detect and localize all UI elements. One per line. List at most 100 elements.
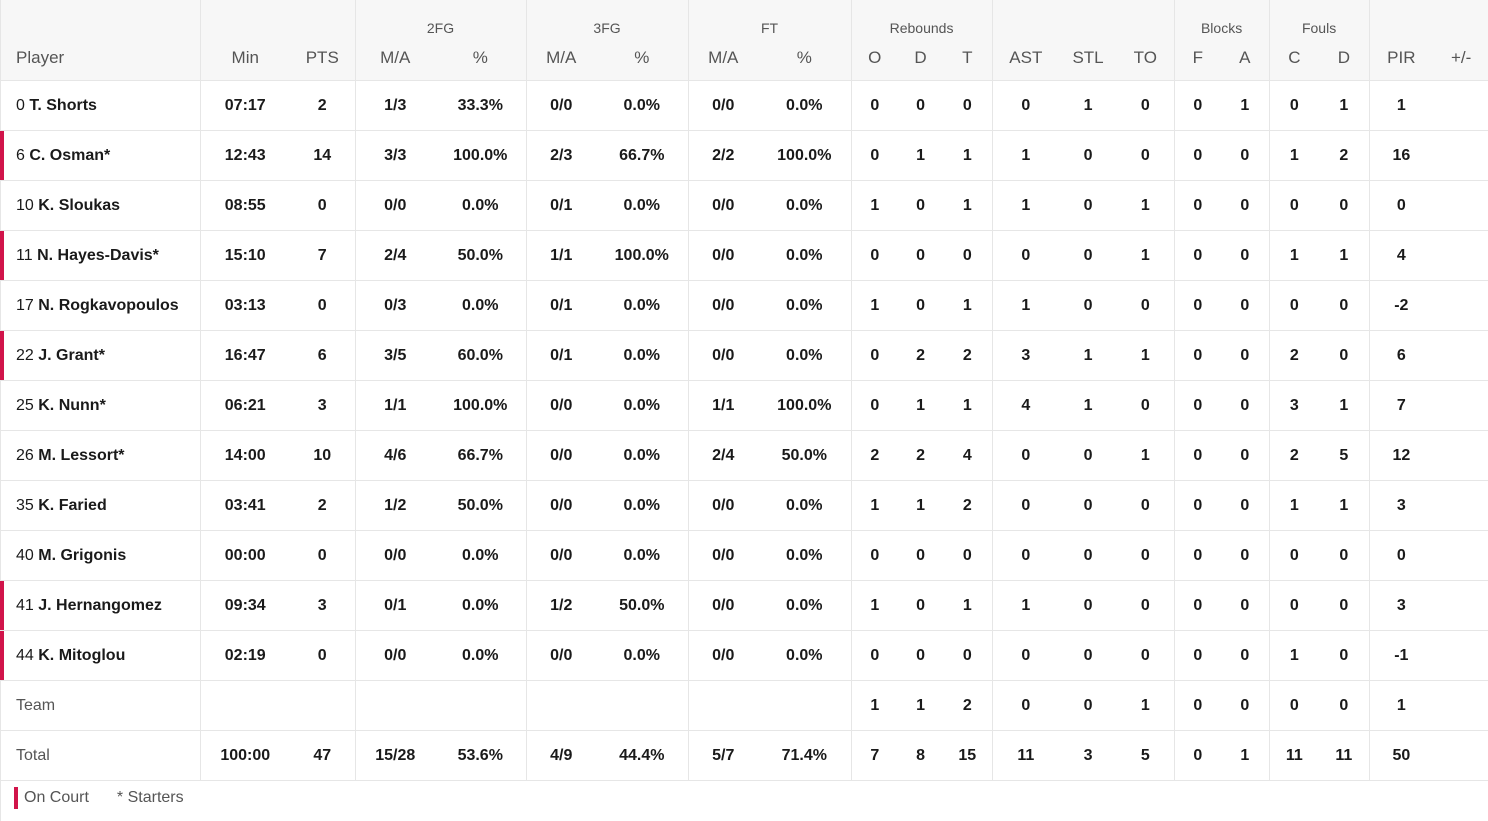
stat-min: 14:00 — [199, 430, 290, 481]
player-name-link[interactable]: C. Osman* — [29, 146, 111, 164]
player-number: 25 — [16, 396, 34, 414]
stat-ast: 0 — [991, 530, 1060, 581]
stat-fg3-ma: 2/3 — [525, 130, 597, 181]
total-stat-pts: 47 — [290, 730, 355, 781]
table-row: 41 J. Hernangomez 09:34 3 0/1 0.0% 1/2 50.0% 0/… — [0, 580, 1488, 631]
player-name-link[interactable]: K. Sloukas — [38, 196, 121, 214]
col-header-min[interactable]: Min — [199, 36, 290, 81]
col-header-plus-minus[interactable]: +/- — [1433, 36, 1488, 81]
stat-min: 02:19 — [199, 630, 290, 681]
stat-fg2-pct: 0.0% — [435, 530, 527, 581]
player-name-link[interactable]: M. Grigonis — [38, 546, 127, 564]
col-header-3fg-pct[interactable]: % — [596, 36, 689, 81]
col-header-pts[interactable]: PTS — [290, 36, 355, 81]
player-name-link[interactable]: N. Rogkavopoulos — [38, 296, 179, 314]
col-header-reb-t[interactable]: T — [943, 36, 993, 81]
stat-pir: 4 — [1368, 230, 1434, 281]
stat-fg3-ma: 0/0 — [525, 480, 597, 531]
stat-fg2-pct: 0.0% — [435, 630, 527, 681]
col-header-stl[interactable]: STL — [1059, 36, 1118, 81]
player-name-link[interactable]: K. Faried — [38, 496, 107, 514]
stat-fg3-pct: 0.0% — [596, 480, 689, 531]
stat-reb-t: 1 — [943, 280, 993, 331]
stat-foul-d: 5 — [1319, 430, 1370, 481]
header-empty — [199, 0, 355, 36]
player-cell: 41 J. Hernangomez — [0, 580, 200, 631]
stat-ft-ma: 2/2 — [687, 130, 759, 181]
player-name-link[interactable]: M. Lessort* — [38, 446, 125, 464]
player-number: 22 — [16, 346, 34, 364]
player-name-link[interactable]: T. Shorts — [29, 96, 97, 114]
stat-foul-c: 0 — [1268, 280, 1320, 331]
col-header-reb-o[interactable]: O — [850, 36, 899, 81]
col-header-2fg-ma[interactable]: M/A — [354, 36, 435, 81]
stat-fg2-ma: 1/3 — [354, 80, 435, 131]
stat-stl: 0 — [1059, 580, 1118, 631]
stat-foul-c: 0 — [1268, 580, 1320, 631]
stat-reb-d: 0 — [898, 80, 944, 131]
col-header-pir[interactable]: PIR — [1368, 36, 1434, 81]
stat-pir: 6 — [1368, 330, 1434, 381]
stat-fg3-ma: 1/1 — [525, 230, 597, 281]
col-header-ft-ma[interactable]: M/A — [687, 36, 759, 81]
stat-blk-a: 0 — [1221, 130, 1270, 181]
stat-pir: -2 — [1368, 280, 1434, 331]
total-stat-pm — [1433, 730, 1488, 781]
col-header-foul-d[interactable]: D — [1319, 36, 1370, 81]
player-name-link[interactable]: N. Hayes-Davis* — [37, 246, 159, 264]
stat-reb-o: 0 — [850, 80, 899, 131]
stat-pts: 2 — [290, 480, 355, 531]
player-number: 11 — [16, 246, 33, 264]
stat-stl: 0 — [1059, 130, 1118, 181]
player-name-link[interactable]: K. Mitoglou — [38, 646, 126, 664]
col-header-blk-f[interactable]: F — [1173, 36, 1222, 81]
stat-fg2-pct: 0.0% — [435, 580, 527, 631]
stat-reb-d: 2 — [898, 430, 944, 481]
stat-reb-d: 2 — [898, 330, 944, 381]
stat-fg3-pct: 0.0% — [596, 280, 689, 331]
stat-reb-t: 4 — [943, 430, 993, 481]
stat-blk-f: 0 — [1173, 630, 1222, 681]
stat-fg2-ma: 2/4 — [354, 230, 435, 281]
stat-blk-a: 0 — [1221, 480, 1270, 531]
team-stat-blk-a: 0 — [1221, 680, 1270, 731]
stat-min: 08:55 — [199, 180, 290, 231]
stat-fg3-pct: 0.0% — [596, 180, 689, 231]
stat-fg2-ma: 0/1 — [354, 580, 435, 631]
team-stat-pm — [1433, 680, 1488, 731]
stat-blk-f: 0 — [1173, 230, 1222, 281]
col-header-2fg-pct[interactable]: % — [435, 36, 527, 81]
col-header-ft-pct[interactable]: % — [758, 36, 852, 81]
stat-stl: 0 — [1059, 430, 1118, 481]
col-header-player[interactable]: Player — [0, 36, 200, 81]
col-header-ast[interactable]: AST — [991, 36, 1060, 81]
player-name-link[interactable]: K. Nunn* — [38, 396, 106, 414]
stat-fg3-pct: 50.0% — [596, 580, 689, 631]
col-header-3fg-ma[interactable]: M/A — [525, 36, 597, 81]
total-stat-pir: 50 — [1368, 730, 1434, 781]
stat-pir: 0 — [1368, 180, 1434, 231]
legend-starters: * Starters — [116, 789, 184, 806]
header-group-blocks: Blocks — [1173, 0, 1270, 36]
team-stat-foul-c: 0 — [1268, 680, 1320, 731]
stat-pir: 7 — [1368, 380, 1434, 431]
player-name-link[interactable]: J. Grant* — [38, 346, 105, 364]
stat-pts: 0 — [290, 530, 355, 581]
col-header-to[interactable]: TO — [1117, 36, 1175, 81]
total-stat-min: 100:00 — [199, 730, 290, 781]
col-header-foul-c[interactable]: C — [1268, 36, 1320, 81]
header-group-rebounds: Rebounds — [850, 0, 993, 36]
stat-fg2-ma: 0/0 — [354, 630, 435, 681]
stat-min: 12:43 — [199, 130, 290, 181]
stat-pm — [1433, 630, 1488, 681]
stat-ft-pct: 0.0% — [758, 480, 852, 531]
stat-reb-d: 0 — [898, 530, 944, 581]
stat-fg2-pct: 100.0% — [435, 380, 527, 431]
player-name-link[interactable]: J. Hernangomez — [38, 596, 162, 614]
stat-pm — [1433, 430, 1488, 481]
team-stat-fg3-pct — [596, 680, 689, 731]
stat-blk-a: 0 — [1221, 430, 1270, 481]
col-header-blk-a[interactable]: A — [1221, 36, 1270, 81]
col-header-reb-d[interactable]: D — [898, 36, 944, 81]
stat-foul-c: 0 — [1268, 80, 1320, 131]
